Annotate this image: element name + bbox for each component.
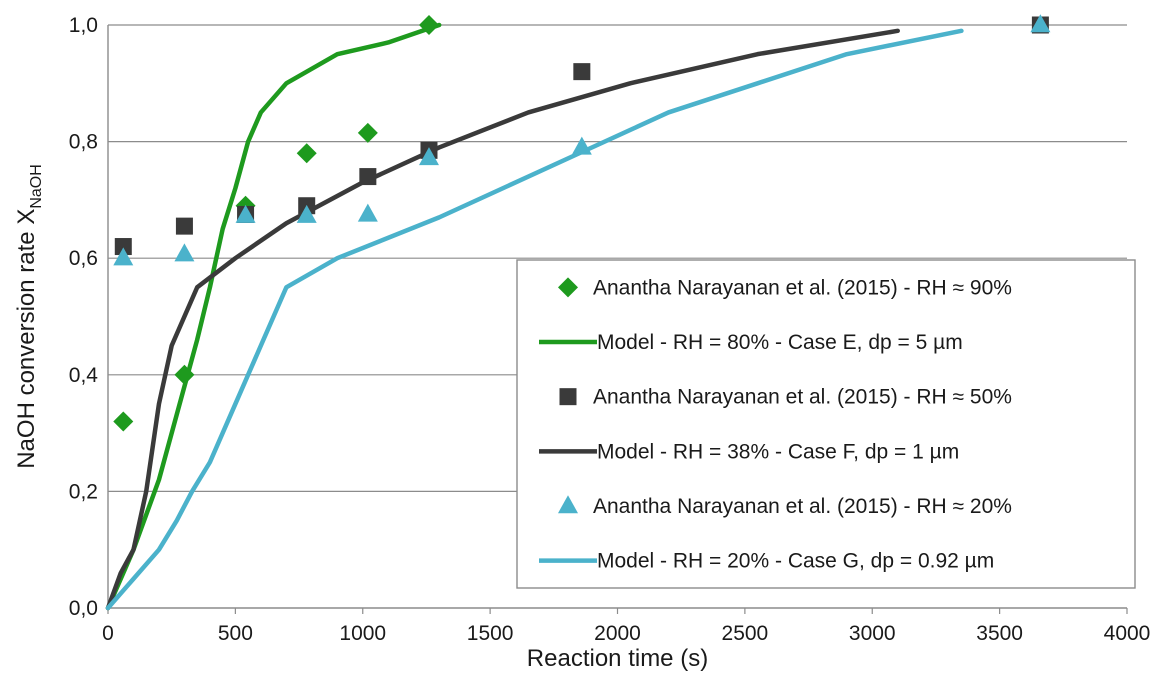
x-tick-label: 0 xyxy=(102,622,114,645)
data-point-square xyxy=(114,238,132,256)
data-point-diamond xyxy=(174,364,195,385)
x-tick-label: 3000 xyxy=(849,622,896,645)
data-point-square xyxy=(359,168,377,186)
data-point-diamond xyxy=(418,15,439,35)
data-point-diamond xyxy=(113,411,134,432)
data-point-triangle xyxy=(174,243,195,262)
legend-marker-swatch xyxy=(559,388,577,406)
data-point-square xyxy=(573,63,591,81)
y-tick-label: 1,0 xyxy=(69,14,98,37)
x-tick-label: 3500 xyxy=(976,622,1023,645)
legend-label: Anantha Narayanan et al. (2015) - RH ≈ 9… xyxy=(593,276,1012,299)
legend-marker-swatch xyxy=(558,495,578,514)
plot-area xyxy=(105,14,1051,611)
x-tick-label: 1000 xyxy=(339,622,386,645)
x-tick-label: 4000 xyxy=(1104,622,1151,645)
data-series-square xyxy=(114,16,1049,256)
y-tick-label: 0,8 xyxy=(69,131,98,154)
model-line-1 xyxy=(105,22,442,611)
data-point-square xyxy=(175,217,193,235)
data-point-triangle xyxy=(357,203,378,222)
legend-label: Model - RH = 20% - Case G, dp = 0.92 µm xyxy=(597,550,994,573)
y-tick-label: 0,6 xyxy=(69,247,98,270)
y-tick-label: 0,0 xyxy=(69,597,98,620)
legend-label: Anantha Narayanan et al. (2015) - RH ≈ 5… xyxy=(593,386,1012,409)
model-line-3 xyxy=(105,28,964,611)
data-point-triangle xyxy=(1030,14,1051,33)
legend-marker-swatch xyxy=(558,277,578,298)
x-axis-title: Reaction time (s) xyxy=(527,645,708,672)
y-axis-title: NaOH conversion rate XNaOH xyxy=(13,164,45,469)
x-tick-label: 500 xyxy=(218,622,253,645)
data-point-triangle xyxy=(113,247,134,266)
axes: 0,0 0,2 0,4 0,6 0,8 1,0 0 500 1000 1500 2000 2500 30… xyxy=(13,14,1150,672)
legend-label: Anantha Narayanan et al. (2015) - RH ≈ 2… xyxy=(593,495,1012,518)
data-point-triangle xyxy=(571,136,592,155)
x-tick-label: 2000 xyxy=(594,622,641,645)
data-point-triangle xyxy=(296,204,317,223)
y-tick-label: 0,4 xyxy=(69,364,99,387)
legend-label: Model - RH = 38% - Case F, dp = 1 µm xyxy=(597,440,959,463)
model-line-2 xyxy=(105,28,900,611)
data-point-triangle xyxy=(418,147,439,166)
data-point-triangle xyxy=(235,204,256,223)
legend: Anantha Narayanan et al. (2015) - RH ≈ 9… xyxy=(516,259,1136,589)
x-tick-label: 1500 xyxy=(467,622,514,645)
legend-box xyxy=(516,259,1136,589)
data-series-diamond xyxy=(113,15,439,432)
y-tick-label: 0,2 xyxy=(69,480,98,503)
data-point-diamond xyxy=(357,122,378,143)
x-tick-label: 2500 xyxy=(722,622,769,645)
legend-label: Model - RH = 80% - Case E, dp = 5 µm xyxy=(597,331,963,354)
data-point-diamond xyxy=(296,143,317,164)
data-series-triangle xyxy=(113,14,1051,266)
